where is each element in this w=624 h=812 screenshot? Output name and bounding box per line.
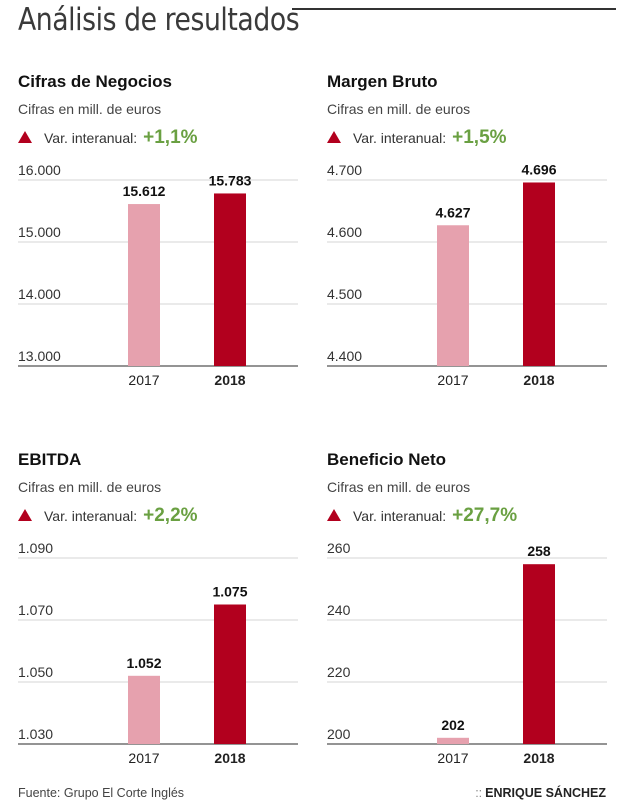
- variation-label: Var. interanual:: [353, 508, 447, 524]
- x-tick-label: 2017: [128, 372, 159, 388]
- x-tick-label: 2018: [523, 750, 554, 766]
- value-label: 4.627: [435, 204, 470, 220]
- panel-margen-bruto: Margen Bruto Cifras en mill. de euros Va…: [327, 72, 617, 412]
- bar-2017: [128, 204, 160, 366]
- panel-title: Beneficio Neto: [327, 450, 447, 469]
- x-tick-label: 2017: [437, 750, 468, 766]
- page-title: Análisis de resultados: [18, 2, 300, 38]
- panel-subtitle: Cifras en mill. de euros: [18, 479, 162, 495]
- x-tick-label: 2017: [437, 372, 468, 388]
- bar-chart: 13.000 14.000 15.000 16.000 15.612 2017 15.783…: [18, 164, 298, 388]
- panel-title: Margen Bruto: [327, 72, 438, 91]
- author-credit: :: ENRIQUE SÁNCHEZ: [475, 786, 606, 800]
- bar-2018: [214, 193, 246, 366]
- y-tick-label: 1.030: [18, 726, 53, 742]
- y-tick-label: 13.000: [18, 348, 61, 364]
- bar-2018: [523, 182, 555, 366]
- author-prefix: ::: [475, 786, 483, 800]
- value-label: 1.075: [212, 584, 247, 600]
- y-tick-label: 200: [327, 726, 351, 742]
- y-tick-label: 1.070: [18, 602, 53, 618]
- y-tick-label: 4.700: [327, 164, 362, 178]
- up-triangle-icon: [327, 131, 341, 143]
- bar-chart: 4.400 4.500 4.600 4.700 4.627 2017 4.696 2018: [327, 164, 607, 388]
- value-label: 202: [441, 717, 465, 733]
- panel-cifras-negocios: Cifras de Negocios Cifras en mill. de eu…: [18, 72, 308, 412]
- variation-label: Var. interanual:: [44, 508, 138, 524]
- bar-2018: [214, 604, 246, 744]
- y-tick-label: 1.050: [18, 664, 53, 680]
- value-label: 15.783: [209, 172, 252, 188]
- up-triangle-icon: [327, 509, 341, 521]
- y-tick-label: 16.000: [18, 164, 61, 178]
- variation-row: Var. interanual: +1,1%: [18, 126, 198, 150]
- bar-2017: [437, 225, 469, 366]
- value-label: 258: [527, 543, 551, 559]
- variation-value: +1,1%: [143, 127, 198, 148]
- panel-beneficio-neto: Beneficio Neto Cifras en mill. de euros …: [327, 450, 617, 790]
- bar-chart: 200 220 240 260 202 2017 258 2018: [327, 542, 607, 766]
- bar-2017: [437, 737, 469, 744]
- x-tick-label: 2018: [214, 372, 245, 388]
- value-label: 1.052: [126, 655, 161, 671]
- variation-row: Var. interanual: +27,7%: [327, 504, 517, 528]
- value-label: 4.696: [521, 164, 556, 177]
- panel-subtitle: Cifras en mill. de euros: [327, 101, 471, 117]
- x-tick-label: 2018: [214, 750, 245, 766]
- variation-label: Var. interanual:: [44, 130, 138, 146]
- value-label: 15.612: [123, 183, 166, 199]
- bar-2017: [128, 675, 160, 744]
- y-tick-label: 1.090: [18, 542, 53, 556]
- variation-label: Var. interanual:: [353, 130, 447, 146]
- panel-title: Cifras de Negocios: [18, 72, 172, 91]
- y-tick-label: 15.000: [18, 224, 61, 240]
- source-note: Fuente: Grupo El Corte Inglés: [18, 786, 185, 800]
- y-tick-label: 14.000: [18, 286, 61, 302]
- y-tick-label: 260: [327, 542, 351, 556]
- y-tick-label: 220: [327, 664, 351, 680]
- variation-value: +2,2%: [143, 505, 198, 526]
- y-tick-label: 4.600: [327, 224, 362, 240]
- x-tick-label: 2018: [523, 372, 554, 388]
- panel-ebitda: EBITDA Cifras en mill. de euros Var. int…: [18, 450, 308, 790]
- panel-subtitle: Cifras en mill. de euros: [18, 101, 162, 117]
- panel-title: EBITDA: [18, 450, 82, 469]
- variation-value: +27,7%: [452, 505, 518, 526]
- up-triangle-icon: [18, 131, 32, 143]
- y-tick-label: 4.400: [327, 348, 362, 364]
- variation-value: +1,5%: [452, 127, 507, 148]
- x-tick-label: 2017: [128, 750, 159, 766]
- panel-subtitle: Cifras en mill. de euros: [327, 479, 471, 495]
- bar-chart: 1.030 1.050 1.070 1.090 1.052 2017 1.075 2018: [18, 542, 298, 766]
- title-rule: [292, 8, 616, 10]
- variation-row: Var. interanual: +2,2%: [18, 504, 198, 528]
- up-triangle-icon: [18, 509, 32, 521]
- y-tick-label: 4.500: [327, 286, 362, 302]
- y-tick-label: 240: [327, 602, 351, 618]
- bar-2018: [523, 564, 555, 744]
- variation-row: Var. interanual: +1,5%: [327, 126, 507, 150]
- author-name: ENRIQUE SÁNCHEZ: [485, 786, 606, 800]
